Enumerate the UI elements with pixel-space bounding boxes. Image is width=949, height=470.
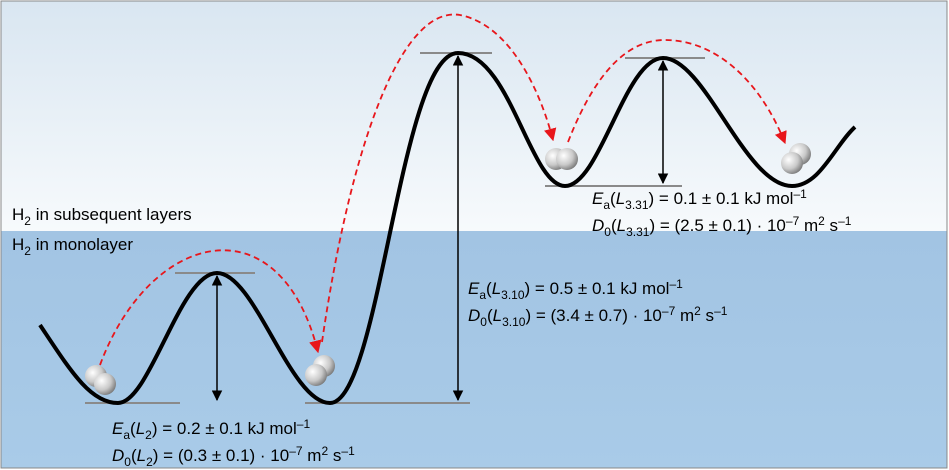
energy-curve	[38, 50, 857, 406]
text-part: L	[616, 189, 625, 208]
molecules	[85, 143, 811, 395]
hop-path	[321, 13, 557, 343]
text-part: E	[112, 419, 124, 438]
text-part: s	[825, 216, 838, 235]
text-part: 2	[321, 444, 328, 458]
h2-molecule	[781, 143, 811, 174]
text-part: 3.31	[625, 198, 649, 212]
text-part: –1	[297, 417, 311, 431]
text-part: a	[603, 198, 610, 212]
text-part: E	[468, 279, 480, 298]
diffusion-coefficient: D0(L3.10) = (3.4 ± 0.7) · 10–7 m2 s–1	[468, 304, 728, 329]
text-part: –7	[662, 304, 676, 318]
text-part: –1	[793, 187, 807, 201]
text-part: –7	[289, 444, 303, 458]
diffusion-coefficient: D0(L2) = (0.3 ± 0.1) · 10–7 m2 s–1	[112, 444, 355, 469]
text-part: (	[487, 306, 493, 325]
text-part: (	[486, 279, 492, 298]
hop-path	[567, 39, 787, 145]
text-part: 2	[818, 214, 825, 228]
hop-paths	[99, 13, 787, 366]
text-part: 3.31	[626, 225, 650, 239]
barrier-arrows	[211, 54, 669, 402]
text-part: D	[112, 446, 124, 465]
text-part: m	[799, 216, 818, 235]
text-part: L	[493, 306, 502, 325]
text-part: –1	[838, 214, 852, 228]
activation-energy: Ea(L3.10) = 0.5 ± 0.1 kJ mol–1	[468, 277, 683, 302]
h2-molecule	[85, 365, 116, 395]
text-part: (	[611, 216, 617, 235]
text-part: in subsequent layers	[31, 205, 192, 224]
diffusion-coefficient: D0(L3.31) = (2.5 ± 0.1) · 10–7 m2 s–1	[592, 214, 852, 239]
text-part: s	[701, 306, 714, 325]
text-part: L	[492, 279, 501, 298]
upper-region	[1, 1, 947, 231]
text-part: E	[592, 189, 604, 208]
hop-path	[99, 249, 322, 366]
activation-energy: Ea(L2) = 0.2 ± 0.1 kJ mol–1	[112, 417, 310, 442]
text-part: 0	[604, 225, 611, 239]
text-part: H	[12, 235, 24, 254]
text-part: 2	[146, 455, 153, 469]
activation-energy: Ea(L3.31) = 0.1 ± 0.1 kJ mol–1	[592, 187, 807, 212]
text-part: –1	[714, 304, 728, 318]
text-part: a	[123, 428, 130, 442]
text-part: L	[136, 419, 145, 438]
text-part: 3.10	[502, 315, 526, 329]
text-part: ) = (3.4 ± 0.7) · 10	[525, 306, 661, 325]
text-part: 2	[694, 304, 701, 318]
text-part: s	[328, 446, 341, 465]
text-part: 0	[124, 455, 131, 469]
h2-molecule	[305, 355, 335, 386]
text-part: H	[12, 205, 24, 224]
text-part: (	[610, 189, 616, 208]
text-part: L	[137, 446, 146, 465]
text-part: a	[479, 288, 486, 302]
text-part: D	[592, 216, 604, 235]
layer-label: H2 in subsequent layers	[12, 205, 192, 228]
h2-molecule	[545, 148, 578, 170]
text-part: ) = (2.5 ± 0.1) · 10	[649, 216, 785, 235]
text-part: –1	[669, 277, 683, 291]
text-part: L	[617, 216, 626, 235]
text-part: (	[130, 419, 136, 438]
text-part: ) = 0.2 ± 0.1 kJ mol	[152, 419, 297, 438]
text-part: D	[468, 306, 480, 325]
text-part: (	[131, 446, 137, 465]
text-part: m	[675, 306, 694, 325]
text-part: ) = (0.3 ± 0.1) · 10	[153, 446, 289, 465]
text-part: –1	[341, 444, 355, 458]
text-part: ) = 0.1 ± 0.1 kJ mol	[649, 189, 794, 208]
text-part: in monolayer	[31, 235, 133, 254]
text-part: 2	[145, 428, 152, 442]
text-part: m	[303, 446, 322, 465]
text-part: 0	[480, 315, 487, 329]
layer-label: H2 in monolayer	[12, 235, 133, 258]
text-part: 3.10	[501, 288, 525, 302]
text-part: ) = 0.5 ± 0.1 kJ mol	[525, 279, 670, 298]
text-part: 2	[24, 244, 31, 258]
text-part: 2	[24, 214, 31, 228]
text-part: –7	[786, 214, 800, 228]
